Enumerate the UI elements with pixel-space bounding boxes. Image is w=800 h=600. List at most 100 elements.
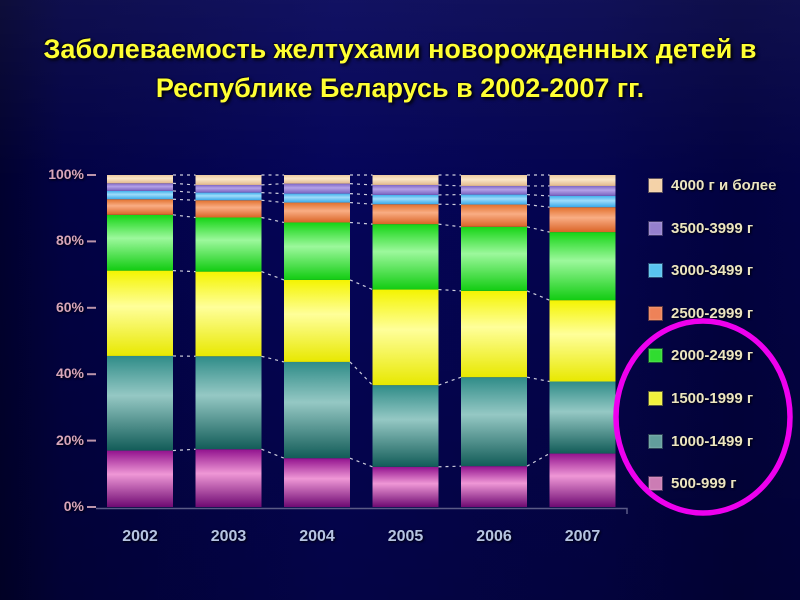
bar-segment-2003-1500-1999 г (195, 271, 262, 357)
legend-swatch-icon (648, 348, 663, 364)
series-connector-line (526, 203, 550, 208)
bar-segment-2005-4000 г и более (372, 175, 439, 185)
series-connector-line (438, 288, 462, 292)
bar-segment-2005-2500-2999 г (372, 204, 439, 225)
bar-segment-2003-3000-3499 г (195, 192, 262, 201)
series-connector-line (349, 192, 373, 196)
series-connector-line (261, 271, 285, 281)
series-connector-line (172, 190, 196, 194)
bar-segment-2007-1500-1999 г (549, 300, 616, 382)
bar-segment-2007-2500-2999 г (549, 207, 616, 233)
x-axis-label: 2006 (476, 528, 512, 545)
bar-segment-2006-1500-1999 г (461, 290, 527, 378)
bar-segment-2003-3500-3999 г (195, 184, 262, 193)
series-connector-line (438, 223, 462, 228)
page-title-line2: Республике Беларусь в 2002-2007 гг. (155, 73, 645, 103)
legend-label: 2500-2999 г (671, 304, 754, 322)
legend-label: 3500-3999 г (671, 219, 754, 237)
bar-segment-2005-3500-3999 г (372, 184, 439, 195)
bar-segment-2006-2500-2999 г (461, 204, 527, 227)
legend-swatch-icon (648, 220, 663, 236)
y-axis-label: 0% (63, 498, 84, 514)
series-connector-line (261, 183, 285, 186)
legend-item: 4000 г и более (648, 177, 776, 194)
x-axis-label: 2004 (299, 528, 335, 545)
legend-item: 3000-3499 г (648, 262, 753, 279)
legend-item: 2000-2499 г (648, 347, 753, 364)
series-connector-line (261, 355, 285, 363)
series-connector-line (172, 182, 196, 186)
bar-segment-2002-2000-2499 г (107, 214, 173, 271)
legend-swatch-icon (648, 476, 663, 492)
x-axis-label: 2005 (387, 528, 424, 545)
bar-segment-2005-2000-2499 г (372, 224, 439, 290)
y-axis-label: 80% (55, 232, 84, 249)
legend-swatch-icon (648, 178, 663, 193)
x-axis-label: 2003 (210, 528, 247, 545)
legend-label: 1000-1499 г (671, 432, 754, 450)
bar-segment-2002-1000-1499 г (107, 355, 173, 451)
bar-segment-2005-500-999 г (372, 466, 439, 507)
series-connector-line (349, 457, 373, 468)
bar-segment-2007-2000-2499 г (549, 232, 616, 301)
series-connector-line (349, 279, 373, 291)
y-axis-label: 100% (48, 166, 84, 182)
series-connector-line (172, 448, 196, 452)
series-connector-line (349, 183, 373, 186)
bar-segment-2003-2500-2999 г (195, 200, 262, 218)
bar-segment-2004-3000-3499 г (284, 193, 350, 203)
series-connector-line (261, 216, 285, 224)
series-connector-line (438, 465, 462, 468)
bar-segment-2003-2000-2499 г (195, 217, 262, 272)
bar-segment-2004-2500-2999 г (284, 202, 350, 223)
bar-segment-2003-1000-1499 г (195, 356, 262, 450)
bar-segment-2006-1000-1499 г (461, 377, 527, 467)
bar-segment-2004-1500-1999 г (284, 279, 350, 362)
bar-segment-2004-500-999 г (284, 458, 350, 507)
bar-segment-2002-1500-1999 г (107, 270, 173, 356)
series-connector-line (172, 214, 196, 219)
bar-segment-2002-2500-2999 г (107, 199, 173, 215)
bar-segment-2003-4000 г и более (195, 175, 262, 185)
series-connector-line (349, 221, 373, 225)
page-title-line1: Заболеваемость желтухами новорожденных д… (43, 34, 757, 64)
bar-segment-2002-4000 г и более (107, 175, 173, 184)
y-axis-label: 40% (55, 365, 84, 382)
bar-segment-2003-500-999 г (195, 449, 262, 507)
bar-segment-2004-2000-2499 г (284, 222, 350, 280)
bar-segment-2004-3500-3999 г (284, 183, 350, 194)
page-title: Заболеваемость желтухами новорожденных д… (20, 30, 780, 108)
bar-segment-2004-4000 г и более (284, 175, 350, 184)
legend-label: 4000 г и более (671, 177, 777, 194)
x-axis-line (96, 507, 628, 514)
bar-segment-2002-3500-3999 г (107, 183, 173, 191)
legend-swatch-icon (648, 391, 663, 406)
series-connector-line (526, 453, 550, 467)
legend-label: 2000-2499 г (671, 347, 754, 365)
bar-segment-2002-500-999 г (107, 450, 173, 507)
bar-segment-2006-500-999 г (461, 466, 527, 507)
bar-segment-2004-1000-1499 г (284, 361, 350, 459)
bar-segment-2006-2000-2499 г (461, 226, 527, 291)
legend-swatch-icon (648, 433, 663, 449)
series-connector-line (261, 199, 285, 204)
series-connector-line (438, 184, 462, 187)
bar-segment-2007-1000-1499 г (549, 381, 616, 454)
series-connector-line (526, 193, 550, 197)
x-axis-label: 2002 (122, 528, 158, 545)
legend-item: 3500-3999 г (648, 220, 753, 237)
bar-segment-2007-3500-3999 г (549, 185, 616, 196)
legend-item: 1000-1499 г (648, 433, 753, 450)
bar-segment-2007-3000-3499 г (549, 195, 616, 208)
series-connector-line (172, 198, 196, 201)
legend-item: 500-999 г (648, 475, 736, 492)
series-connector-line (261, 191, 285, 195)
series-connector-line (526, 290, 550, 301)
bar-segment-2006-3000-3499 г (461, 194, 527, 205)
series-connector-line (526, 376, 550, 383)
y-axis-label: 20% (55, 431, 84, 448)
legend-item: 1500-1999 г (648, 390, 753, 407)
series-connector-line (438, 376, 462, 386)
series-connector-line (261, 448, 285, 459)
